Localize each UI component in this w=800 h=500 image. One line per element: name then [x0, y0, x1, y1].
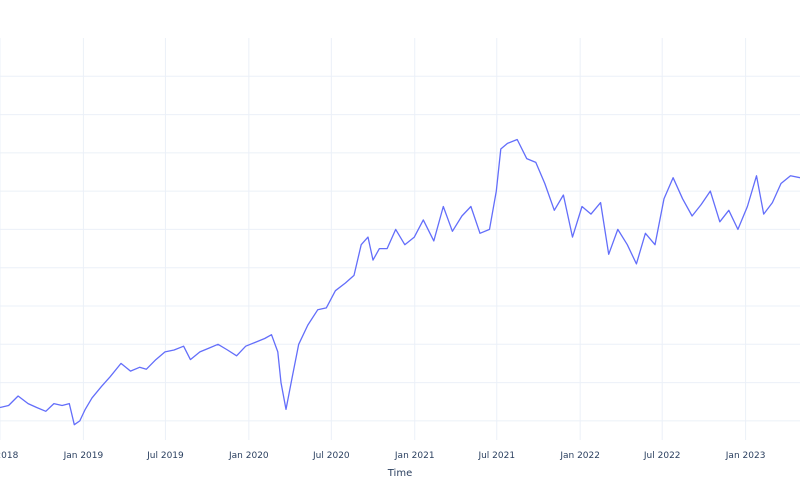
- x-tick-label-3: Jan 2020: [228, 451, 269, 461]
- x-tick-label-7: Jan 2022: [559, 451, 600, 461]
- x-tick-label-0: Jul 2018: [0, 451, 19, 461]
- x-tick-label-4: Jul 2020: [312, 451, 350, 461]
- series-layer: [0, 138, 800, 426]
- series-line-0: [0, 138, 800, 426]
- grid: [0, 38, 800, 440]
- x-axis-title: Time: [387, 468, 412, 479]
- x-tick-label-8: Jul 2022: [643, 451, 681, 461]
- x-tick-label-9: Jan 2023: [725, 451, 766, 461]
- x-tick-label-1: Jan 2019: [63, 451, 104, 461]
- x-tick-label-5: Jan 2021: [394, 451, 435, 461]
- x-tick-label-2: Jul 2019: [146, 451, 184, 461]
- x-axis-ticks: Jul 2018 Jan 2019 Jul 2019 Jan 2020 Jul 2020…: [0, 451, 765, 461]
- x-tick-label-6: Jul 2021: [477, 451, 515, 461]
